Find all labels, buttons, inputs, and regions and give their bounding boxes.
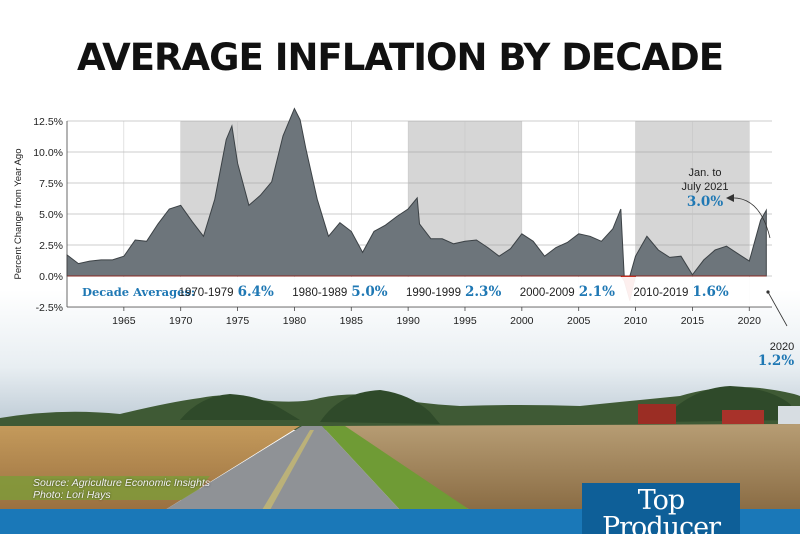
x-tick-label: 2015 [681, 315, 705, 327]
decade-label: 1990-1999 [406, 287, 461, 299]
decade-average-value: 2.3% [465, 284, 501, 300]
chart-title: AVERAGE INFLATION BY DECADE [77, 36, 724, 79]
x-tick-label: 2000 [510, 315, 534, 327]
source-line: Source: Agriculture Economic Insights [33, 477, 211, 489]
logo-text-producer: Producer [601, 512, 721, 534]
source-credit: Source: Agriculture Economic Insights Ph… [33, 477, 210, 501]
logo-text-top: Top [637, 485, 685, 516]
decade-average-value: 6.4% [238, 284, 274, 300]
y-tick-label: 0.0% [39, 271, 63, 283]
x-tick-label: 2020 [738, 315, 762, 327]
annotation-2020-value: 1.2% [758, 353, 794, 369]
annotation-2021-arrowhead [726, 194, 734, 202]
y-axis-label: Percent Change from Year Ago [13, 149, 24, 280]
annotation-2020-arrow [767, 291, 788, 327]
axes [66, 121, 772, 311]
inflation-area [66, 107, 767, 277]
x-tick-label: 1990 [396, 315, 420, 327]
annotation-2021-label-1: Jan. to [688, 167, 721, 179]
annotation-2021-arrow [729, 197, 771, 239]
x-tick-label: 1985 [340, 315, 364, 327]
annotation-2020-dot [766, 290, 770, 294]
y-tick-label: 2.5% [39, 240, 63, 252]
decade-label: 2010-2019 [633, 287, 688, 299]
decade-average-value: 1.6% [692, 284, 728, 300]
x-tick-label: 1965 [112, 315, 136, 327]
decade-averages-strip [67, 277, 772, 307]
decade-average-value: 2.1% [579, 284, 615, 300]
decade-averages-label: Decade Averages: [82, 285, 195, 299]
decade-average-value: 5.0% [351, 284, 387, 300]
annotation-2021-label-2: July 2021 [681, 181, 728, 193]
x-tick-label: 1980 [283, 315, 307, 327]
tick-labels: 12.5% 10.0% 7.5% 5.0% 2.5% 0.0% -2.5% 1965 1970 1… [13, 116, 761, 327]
top-producer-logo: Top Producer [582, 483, 740, 534]
x-tick-label: 2005 [567, 315, 591, 327]
x-tick-label: 1995 [453, 315, 477, 327]
y-tick-label: 12.5% [33, 116, 63, 128]
x-tick-label: 1975 [226, 315, 250, 327]
annotation-2020-label: 2020 [770, 341, 794, 353]
decade-average-labels: Decade Averages:1970-1979 6.4% 1980-1989 5.… [82, 284, 729, 300]
y-tick-label: 5.0% [39, 209, 63, 221]
y-tick-label: 10.0% [33, 147, 63, 159]
decade-label: 2000-2009 [520, 287, 575, 299]
decade-label: 1980-1989 [292, 287, 347, 299]
y-tick-label: 7.5% [39, 178, 63, 190]
x-tick-label: 1970 [169, 315, 193, 327]
decade-label: 1970-1979 [179, 287, 234, 299]
photo-credit-line: Photo: Lori Hays [33, 489, 111, 501]
annotation-2021-value: 3.0% [687, 194, 723, 210]
x-tick-label: 2010 [624, 315, 648, 327]
y-tick-label: -2.5% [36, 302, 63, 314]
inflation-area-layer [66, 107, 772, 307]
